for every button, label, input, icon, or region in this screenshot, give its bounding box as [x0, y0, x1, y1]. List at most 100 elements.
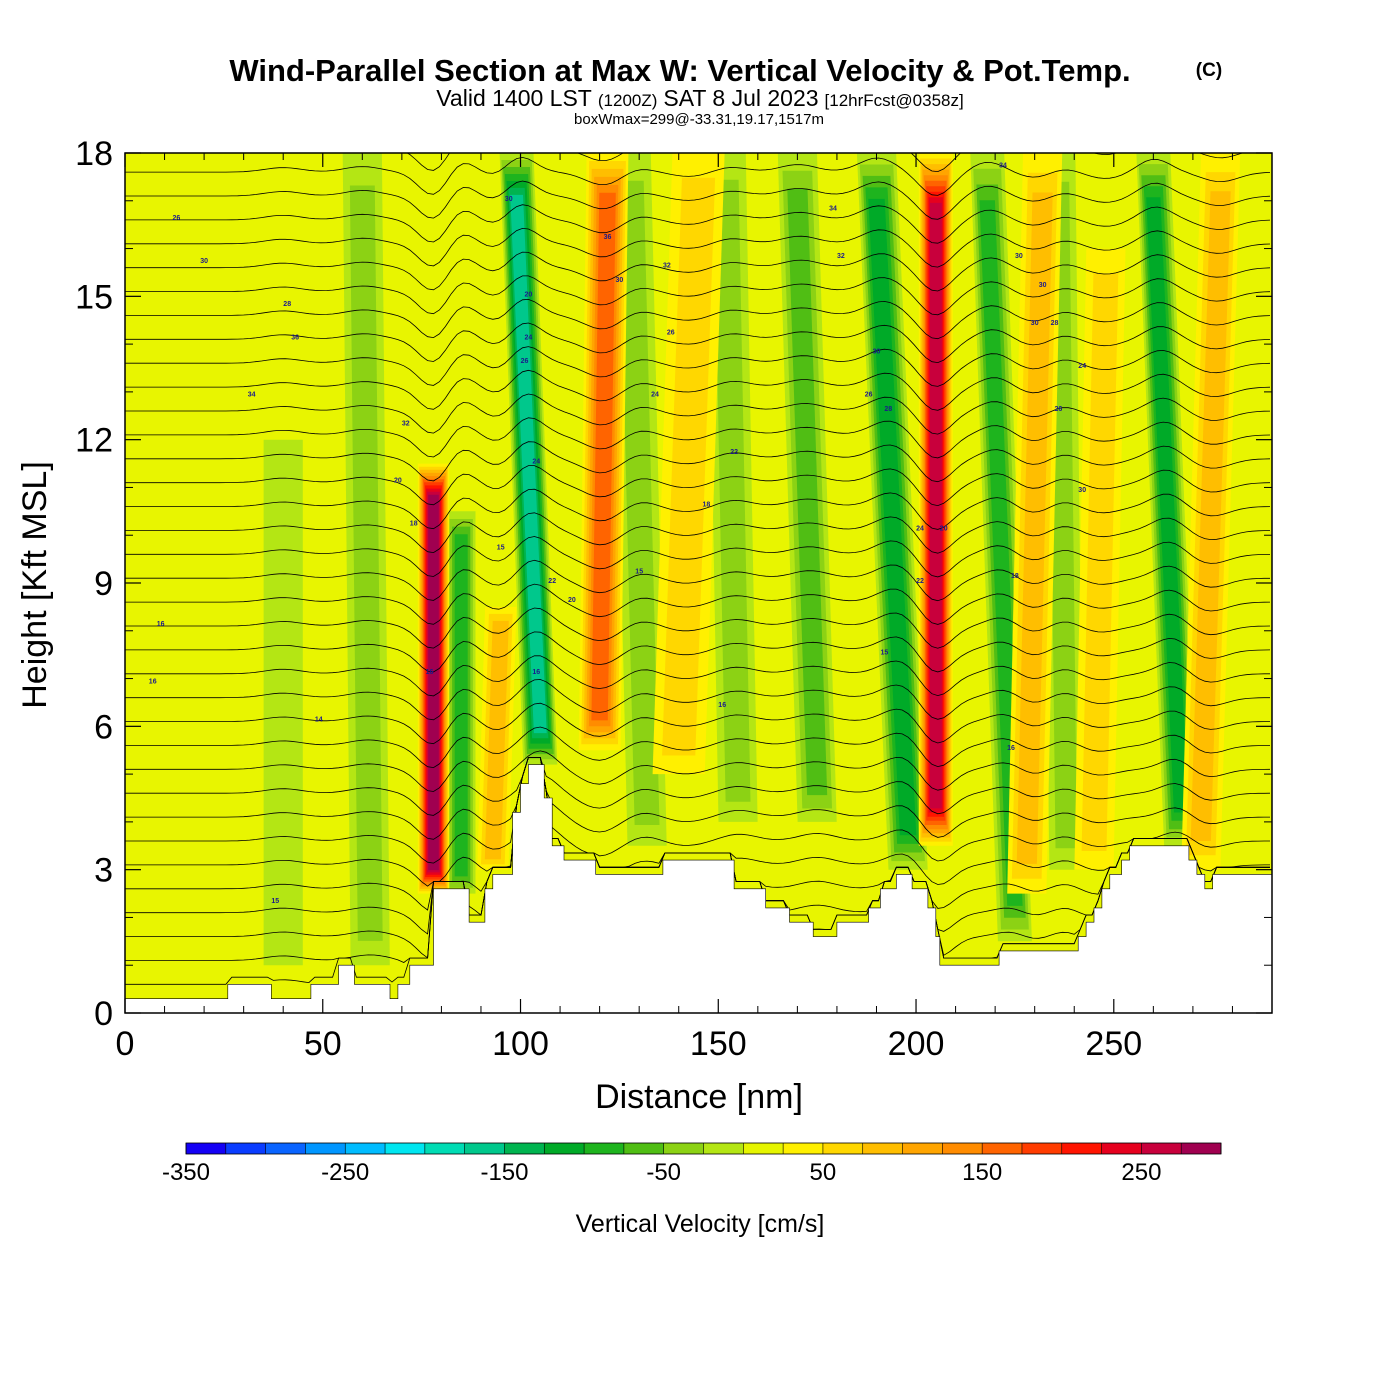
- colorbar-swatch: [982, 1143, 1023, 1154]
- contour-label: 16: [532, 669, 540, 676]
- isentrope: [125, 679, 1270, 721]
- contour-label: 20: [525, 291, 533, 298]
- colorbar-swatch: [1141, 1143, 1182, 1154]
- y-tick-label: 0: [94, 995, 113, 1033]
- colorbar-tick-label: -250: [321, 1159, 369, 1186]
- downdraft-band-5-level: [618, 180, 660, 825]
- contour-label: 16: [426, 669, 434, 676]
- contour-label: 15: [635, 568, 643, 575]
- contour-label: 22: [916, 578, 924, 585]
- contour-label: 30: [873, 349, 881, 356]
- isentrope: [125, 655, 1270, 697]
- downdraft-band-1-level: [454, 534, 468, 877]
- colorbar-label: Vertical Velocity [cm/s]: [576, 1210, 825, 1238]
- colorbar-swatch: [783, 1143, 824, 1154]
- contour-label: 20: [940, 525, 948, 532]
- colorbar-swatch: [345, 1143, 386, 1154]
- isentrope: [125, 393, 1271, 435]
- updraft-band-7-level: [662, 177, 716, 756]
- contour-label: 32: [663, 263, 671, 270]
- x-tick-label: 250: [1085, 1025, 1142, 1063]
- contour-label: 26: [173, 215, 181, 222]
- terrain: [125, 764, 1272, 1013]
- contour-label: 26: [865, 392, 873, 399]
- colorbar-swatch: [504, 1143, 545, 1154]
- contour-label: 28: [283, 301, 291, 308]
- contour-label: 18: [410, 521, 418, 528]
- isentrope: [125, 346, 1271, 387]
- isentrope: [125, 757, 1270, 840]
- contour-label: 24: [916, 525, 924, 532]
- isentrope: [125, 583, 1271, 625]
- downdraft-band-0-level: [510, 194, 547, 734]
- contour-label: 26: [667, 330, 675, 337]
- isentrope: [125, 465, 1271, 507]
- updraft-band-3-level: [929, 202, 942, 809]
- y-axis-label: Height [Kft MSL]: [16, 461, 54, 709]
- colorbar-swatch: [225, 1143, 267, 1154]
- contour-label: 26: [521, 358, 529, 365]
- contour-label: 30: [1078, 487, 1086, 494]
- colorbar-swatch: [305, 1143, 346, 1154]
- isentrope: [125, 227, 1271, 268]
- downdraft-band-7-level: [787, 188, 828, 796]
- isentrope: [125, 726, 1270, 769]
- contour-label: 24: [1078, 363, 1086, 370]
- contour-label: 16: [157, 621, 165, 628]
- contour-label: 22: [730, 449, 738, 456]
- vertical-velocity-field: [263, 153, 1241, 966]
- contour-label: 30: [200, 258, 208, 265]
- contour-label: 22: [548, 578, 556, 585]
- contour-label: 36: [604, 234, 612, 241]
- contour-label: 32: [837, 253, 845, 260]
- contour-label: 30: [1015, 253, 1023, 260]
- y-tick-label: 15: [75, 278, 113, 316]
- isentrope: [125, 607, 1271, 649]
- contour-label: 16: [149, 678, 157, 685]
- y-tick-label: 18: [75, 135, 113, 173]
- isentrope: [125, 369, 1271, 411]
- contour-label: 34: [999, 162, 1007, 169]
- isentrope: [125, 512, 1271, 554]
- colorbar-swatch: [186, 1143, 227, 1154]
- x-tick-label: 0: [116, 1025, 135, 1063]
- x-tick-label: 100: [492, 1025, 549, 1063]
- contour-labels: 26 30 28 36 34 32 20 18 16 16 14 15 16 15 30 20 24 26 24 22…: [149, 162, 1086, 905]
- colorbar-tick-label: -50: [646, 1159, 681, 1186]
- y-tick-label: 6: [94, 708, 113, 746]
- contour-label: 26: [1055, 406, 1063, 413]
- contour-label: 28: [884, 406, 892, 413]
- isentrope: [125, 441, 1271, 483]
- colorbar-frame: [185, 1142, 1222, 1155]
- colorbar-tick-label: -150: [480, 1159, 528, 1186]
- contour-label: 20: [394, 478, 402, 485]
- colorbar-swatch: [902, 1143, 943, 1154]
- contour-label: 15: [497, 545, 505, 552]
- contour-label: 24: [532, 459, 540, 466]
- isentrope: [125, 180, 1271, 220]
- contour-label: 34: [829, 205, 837, 212]
- contour-label: 30: [1031, 320, 1039, 327]
- isentrope: [125, 750, 1271, 792]
- colorbar-tick-label: 250: [1121, 1159, 1161, 1186]
- x-tick-label: 150: [690, 1025, 747, 1063]
- contour-label: 30: [1039, 282, 1047, 289]
- colorbar-swatch: [1061, 1143, 1102, 1154]
- potential-temperature-contours: [125, 153, 1271, 985]
- colorbar-swatch: [584, 1143, 625, 1154]
- colorbar: -350 -250 -150 -50 50 150 250: [162, 1142, 1222, 1186]
- contour-label: 30: [616, 277, 624, 284]
- chart-subtitle: Valid 1400 LST (1200Z) SAT 8 Jul 2023 [12hr…: [436, 85, 963, 111]
- y-tick-label: 12: [75, 422, 113, 460]
- x-axis-label: Distance [nm]: [595, 1078, 803, 1116]
- contour-label: 36: [291, 334, 299, 341]
- x-tick-label: 200: [888, 1025, 945, 1063]
- colorbar-swatch: [822, 1143, 864, 1154]
- contour-label: 28: [1051, 320, 1059, 327]
- isentrope: [125, 488, 1271, 530]
- contour-label: 32: [402, 420, 410, 427]
- box-info: boxWmax=299@-33.31,19.17,1517m: [574, 111, 824, 128]
- isentrope: [125, 631, 1271, 673]
- colorbar-swatch: [862, 1143, 903, 1154]
